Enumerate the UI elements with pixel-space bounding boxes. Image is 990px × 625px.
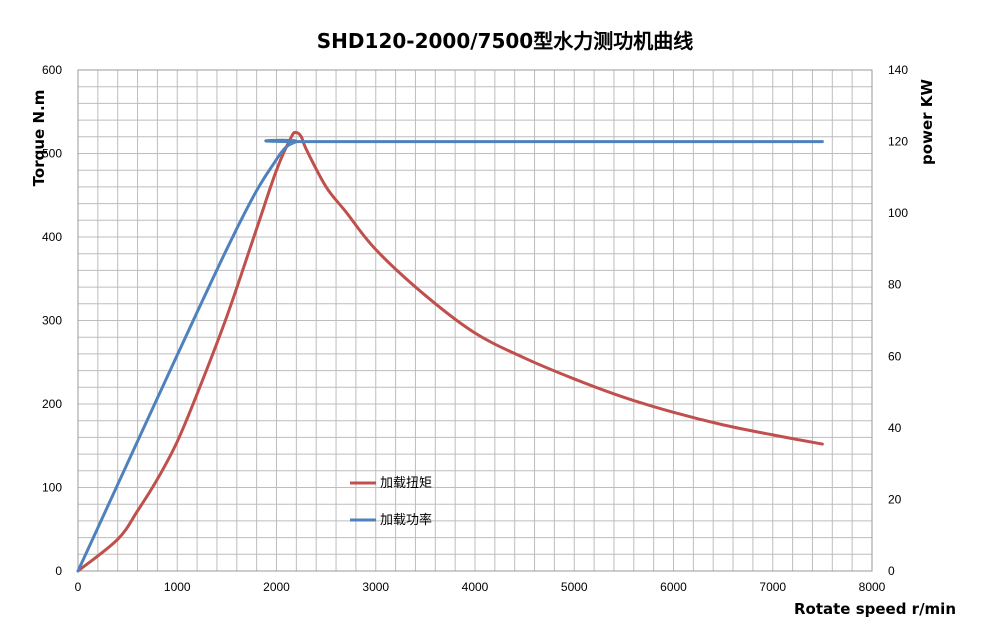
y-left-tick-label: 400 [42,230,62,244]
legend-label-torque: 加载扭矩 [380,476,432,491]
y-left-tick-label: 200 [42,397,62,411]
y-right-tick-label: 0 [888,564,895,578]
y-left-tick-label: 100 [42,481,62,495]
series-line-power [76,138,824,573]
grid [78,70,872,571]
y-right-tick-label: 100 [888,206,908,220]
plot-area [77,69,873,572]
legend: 加载扭矩 加载功率 [350,476,432,528]
series-line-torque [76,130,824,573]
y-right-tick-label: 20 [888,492,902,506]
x-tick-label: 1000 [164,580,191,594]
right-axis-title: power KW [918,79,936,165]
x-tick-label: 7000 [759,580,786,594]
tick-labels: 0 1000 2000 3000 4000 5000 6000 7000 80000100200… [42,63,908,594]
chart-title: SHD120-2000/7500型水力测功机曲线 [317,29,693,53]
y-right-tick-label: 120 [888,135,908,149]
x-tick-label: 4000 [462,580,489,594]
y-right-tick-label: 140 [888,63,908,77]
y-right-tick-label: 40 [888,421,902,435]
x-tick-label: 0 [75,580,82,594]
x-tick-label: 6000 [660,580,687,594]
left-axis-title: Torque N.m [30,90,48,187]
y-left-tick-label: 0 [55,564,62,578]
y-left-tick-label: 600 [42,63,62,77]
y-left-tick-label: 300 [42,314,62,328]
x-axis-title: Rotate speed r/min [794,600,956,618]
y-left-tick-label: 500 [42,147,62,161]
x-tick-label: 5000 [561,580,588,594]
x-tick-label: 8000 [859,580,886,594]
y-right-tick-label: 80 [888,278,902,292]
series-layer [76,130,824,573]
x-tick-label: 3000 [362,580,389,594]
x-tick-label: 2000 [263,580,290,594]
legend-label-power: 加载功率 [380,512,432,528]
y-right-tick-label: 60 [888,349,902,363]
